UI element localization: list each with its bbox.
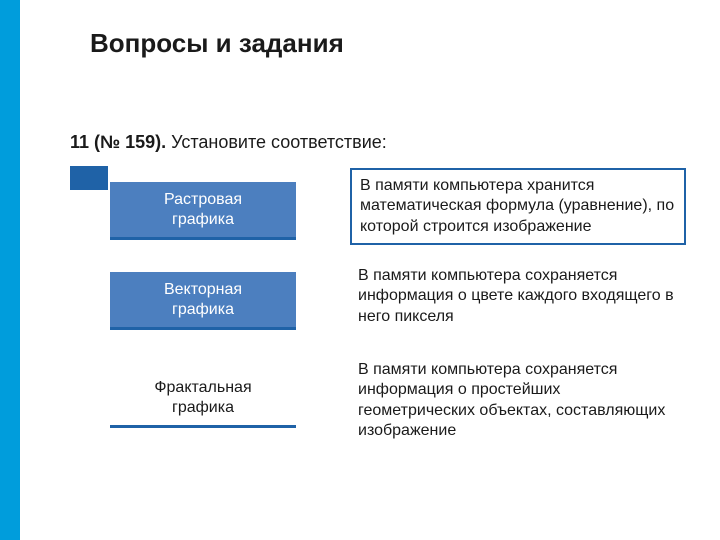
match-right-1-text: В памяти компьютера хранится математичес… bbox=[360, 177, 674, 235]
question-number: 11 (№ 159). bbox=[70, 132, 166, 152]
match-left-2[interactable]: Векторнаяграфика bbox=[110, 272, 296, 330]
match-left-2-label: Векторнаяграфика bbox=[164, 280, 242, 320]
match-right-2-text: В памяти компьютера сохраняется информац… bbox=[358, 267, 674, 325]
match-right-3[interactable]: В памяти компьютера сохраняется информац… bbox=[350, 354, 686, 448]
match-left-3[interactable]: Фрактальнаяграфика bbox=[110, 370, 296, 428]
header-accent-block bbox=[70, 166, 108, 190]
match-right-2[interactable]: В памяти компьютера сохраняется информац… bbox=[350, 260, 686, 333]
match-left-3-label: Фрактальнаяграфика bbox=[154, 378, 251, 418]
match-left-1-box: Растроваяграфика bbox=[110, 182, 296, 240]
match-right-1[interactable]: В памяти компьютера хранится математичес… bbox=[350, 168, 686, 245]
question-instruction: 11 (№ 159). Установите соответствие: bbox=[70, 132, 387, 153]
page-title: Вопросы и задания bbox=[90, 28, 344, 59]
accent-sidebar bbox=[0, 0, 20, 540]
match-left-1-label: Растроваяграфика bbox=[164, 190, 242, 230]
match-left-1[interactable]: Растроваяграфика bbox=[110, 182, 296, 240]
match-left-2-box: Векторнаяграфика bbox=[110, 272, 296, 330]
match-left-3-box: Фрактальнаяграфика bbox=[110, 370, 296, 428]
question-text: Установите соответствие: bbox=[166, 132, 387, 152]
match-right-3-text: В памяти компьютера сохраняется информац… bbox=[358, 361, 665, 439]
